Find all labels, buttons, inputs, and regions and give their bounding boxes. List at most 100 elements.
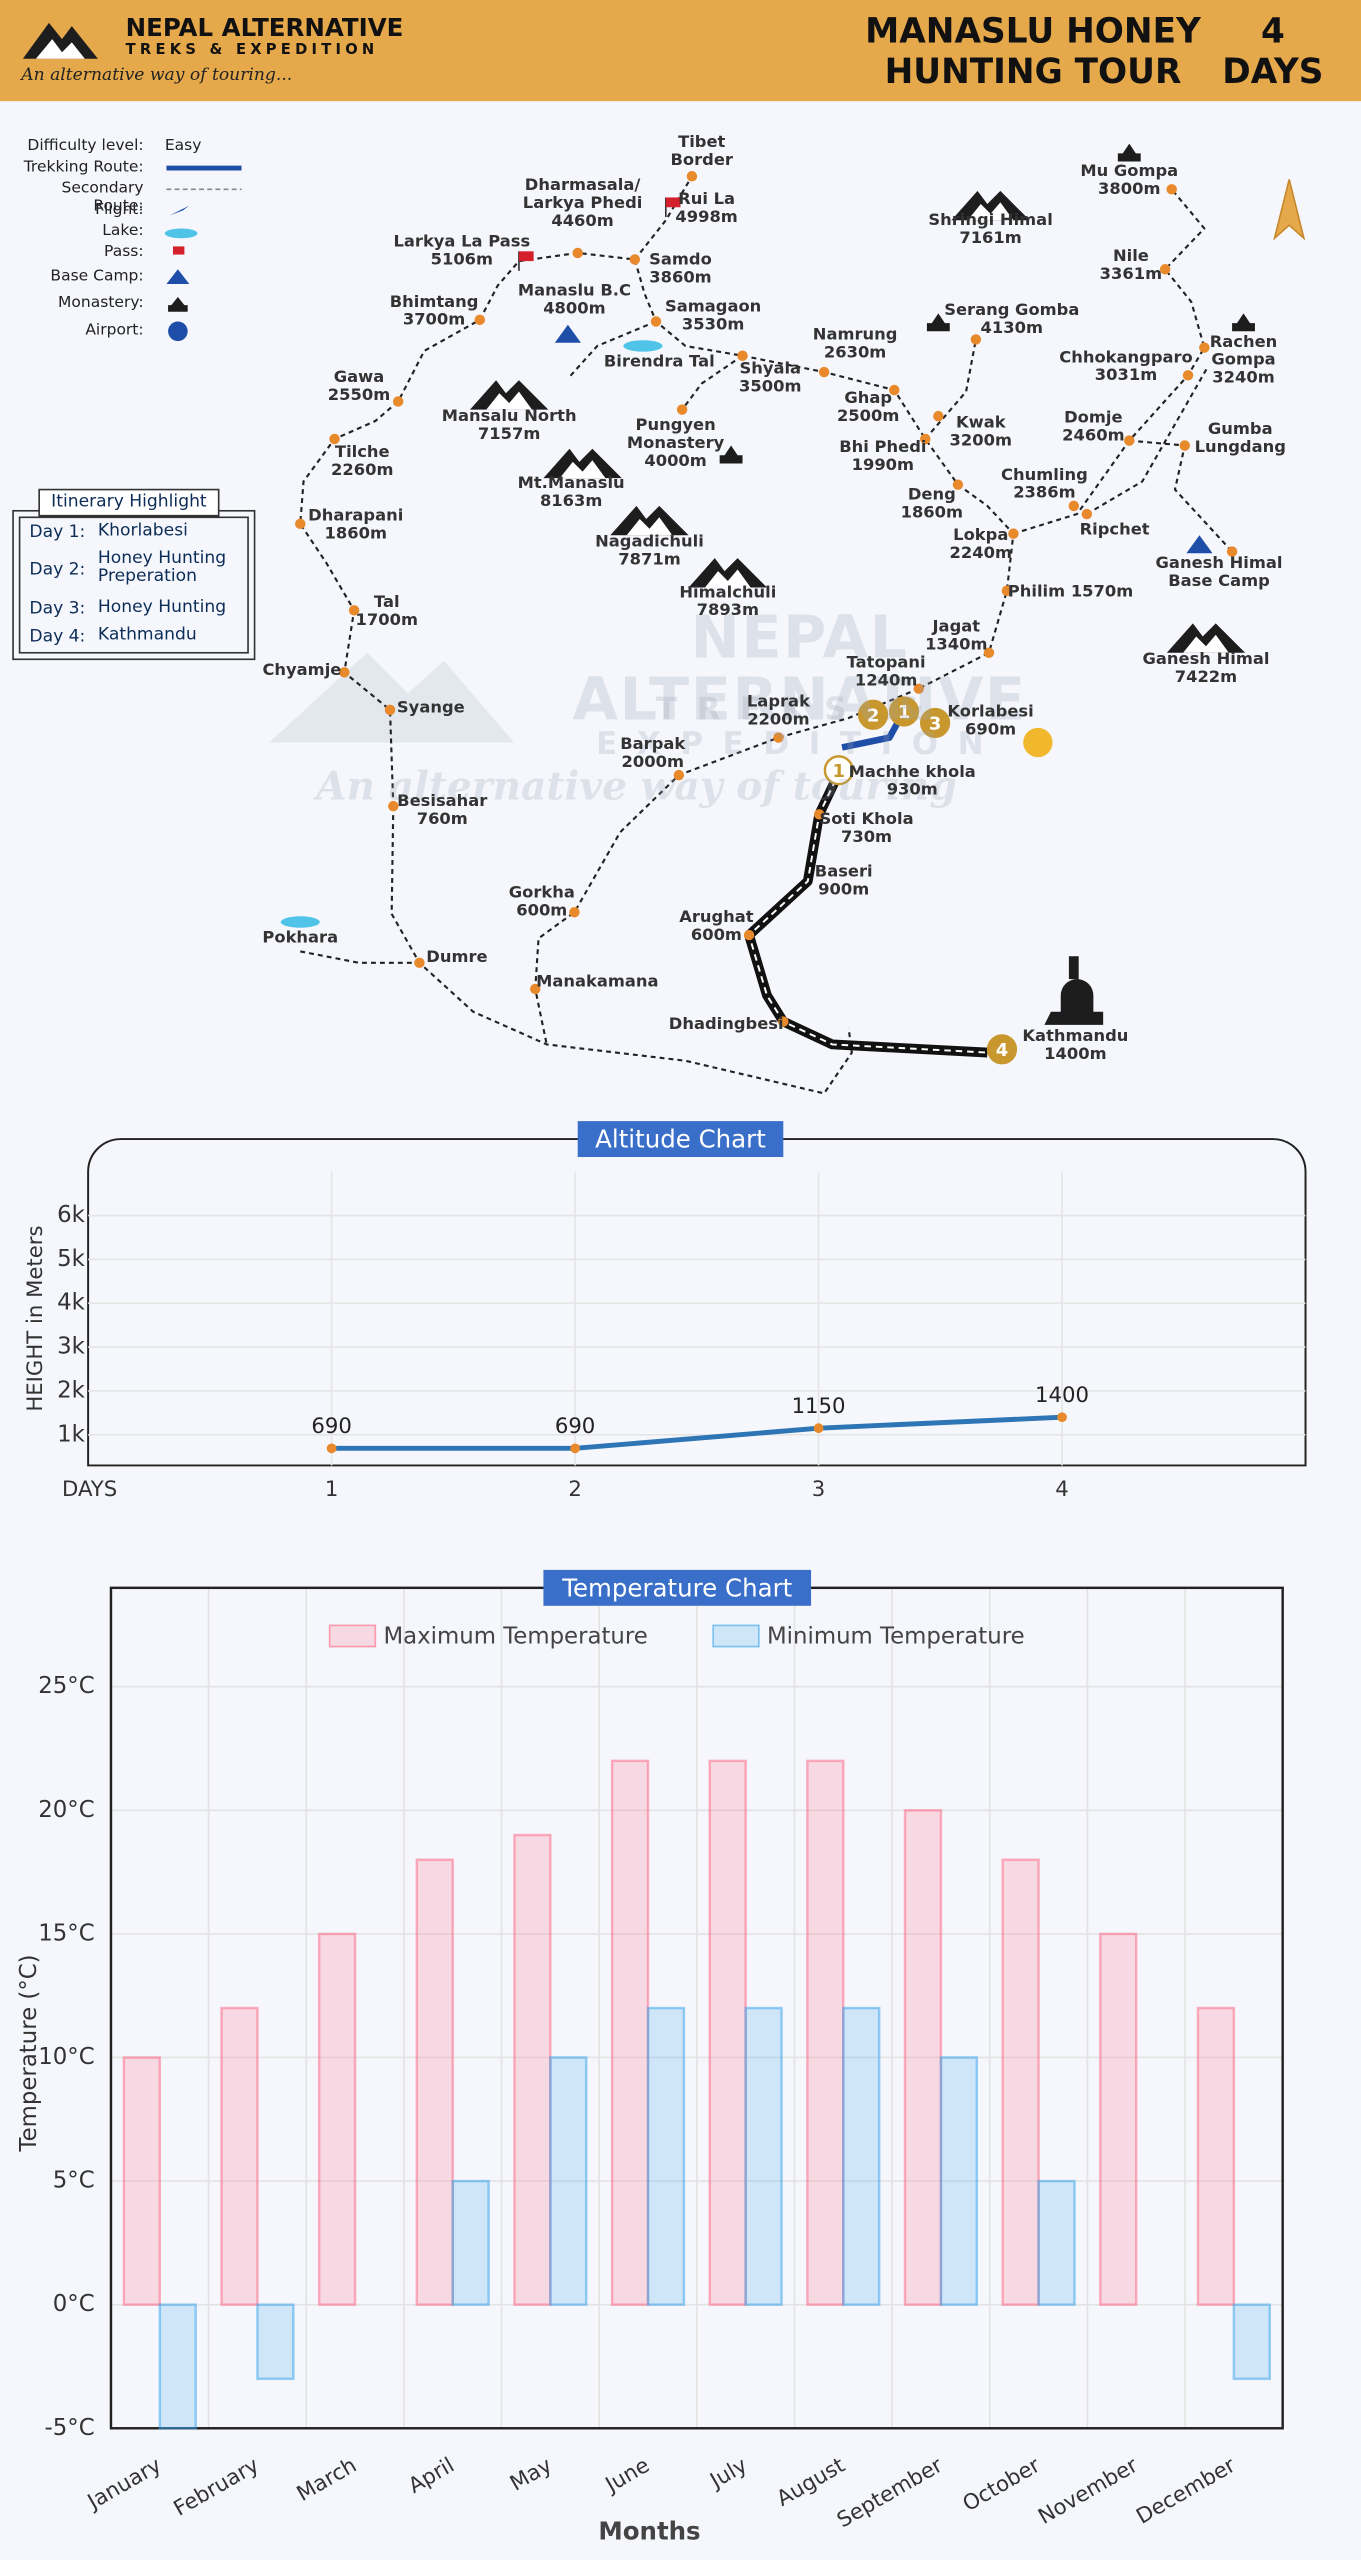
chart-frame: [87, 1138, 1307, 1467]
legend-label: Minimum Temperature: [767, 1623, 1025, 1649]
itinerary-day: Day 4:: [29, 626, 86, 647]
route: [748, 779, 988, 1054]
base-camp: [1186, 535, 1213, 554]
place-dot: [650, 316, 662, 327]
place-label: Barpak 2000m: [620, 735, 686, 772]
x-tick-label: June: [600, 2453, 654, 2499]
place-label: Mt.Manaslu 8163m: [517, 474, 625, 511]
place-dot: [474, 314, 486, 326]
mountain-snow: [967, 202, 1014, 221]
value-label: 1150: [792, 1394, 846, 1419]
route: [1129, 439, 1233, 553]
y-tick-label: 6k: [57, 1202, 86, 1228]
place-dot: [1068, 500, 1080, 512]
bar: [256, 2303, 295, 2381]
place-dot: [686, 171, 698, 182]
x-tick-label: March: [293, 2453, 361, 2507]
point: [570, 1443, 580, 1454]
legend-label: Base Camp:: [50, 267, 144, 286]
place-label: Gorkha 600m: [508, 884, 575, 921]
place-dot: [920, 433, 931, 445]
x-tick-label: 2: [568, 1477, 581, 1502]
stop-marker: [823, 755, 854, 786]
route: [567, 320, 657, 380]
place-label: Deng 1860m: [900, 486, 964, 523]
stupa: [1044, 956, 1104, 1025]
legend-label: Monastery:: [58, 293, 144, 312]
north-arrow: [1273, 179, 1306, 241]
tour-title: MANASLU HONEY HUNTING TOUR: [865, 11, 1201, 92]
stop-number: 1: [833, 761, 845, 782]
x-tick-label: July: [704, 2453, 751, 2495]
x-axis-label: Months: [598, 2517, 700, 2546]
bar: [646, 2006, 686, 2306]
slogan: An alternative way of touring...: [21, 65, 293, 85]
place-dot: [384, 704, 396, 716]
place-dot: [1124, 435, 1135, 446]
place-label: Rachen Gompa 3240m: [1209, 333, 1278, 388]
x-axis-label: DAYS: [62, 1477, 117, 1502]
mountain-icon: [688, 558, 767, 588]
mountain-icon: [951, 190, 1030, 221]
x-tick-label: November: [1034, 2453, 1142, 2530]
route: [300, 950, 420, 964]
legend-camp: [166, 269, 190, 284]
line: [331, 1414, 1063, 1451]
difficulty: Easy: [164, 137, 202, 156]
bar: [1037, 2179, 1076, 2306]
place-label: Chhokangparo 3031m: [1059, 349, 1193, 386]
watermark-logo: [269, 652, 515, 743]
route: [390, 806, 853, 1095]
y-tick-label: 20°C: [38, 1797, 94, 1823]
header-bar: [0, 0, 1361, 102]
watermark: NEPAL ALTERNATIVE: [572, 605, 1027, 735]
place-dot: [295, 518, 306, 530]
legend-label: Trekking Route:: [23, 158, 144, 177]
stop-marker: [919, 707, 951, 739]
place-dot: [1179, 440, 1190, 451]
x-tick-label: December: [1132, 2453, 1240, 2530]
place-label: Nile 3361m: [1099, 248, 1163, 284]
mountain-snow: [1183, 634, 1229, 653]
lake: [623, 340, 663, 352]
bar: [939, 2056, 979, 2306]
place-label: Soti Khola 730m: [819, 811, 914, 847]
place-label: Ripchet: [1079, 521, 1150, 540]
x-tick-label: 4: [1055, 1477, 1069, 1502]
place-dot: [952, 479, 964, 490]
place-label: Domje 2460m: [1062, 409, 1125, 446]
point: [1057, 1412, 1067, 1423]
place-label: Rui La 4998m: [675, 190, 738, 227]
value-label: 690: [311, 1414, 351, 1439]
place-dot: [673, 769, 685, 781]
place-label: Jagat 1340m: [925, 618, 988, 655]
logo: [22, 22, 98, 59]
place-label: Pungyen Monastery 4000m: [626, 416, 725, 471]
place-label: Tibet Border: [670, 133, 733, 170]
place-label: Serang Gomba 4130m: [944, 301, 1080, 338]
bar: [1099, 1932, 1138, 2306]
place-dot: [889, 384, 900, 396]
bar: [1232, 2303, 1271, 2381]
route: [633, 175, 693, 261]
place-dot: [388, 800, 399, 812]
legend-flight: [169, 205, 190, 216]
route: [534, 687, 920, 1045]
y-tick-label: 4k: [57, 1290, 86, 1316]
place-label: Ghap 2500m: [836, 390, 900, 426]
stop-marker: [888, 696, 920, 727]
place-dot: [813, 809, 825, 820]
bar: [610, 1759, 650, 2306]
route: [681, 354, 744, 411]
chart-title-box: [543, 1569, 812, 1606]
itinerary-place: Honey Hunting: [97, 597, 227, 617]
logo-snow: [35, 39, 85, 59]
place-dot: [572, 247, 583, 259]
mountain-snow: [559, 460, 606, 479]
x-tick-label: October: [959, 2453, 1045, 2517]
place-label: Pokhara: [262, 929, 339, 948]
x-tick-label: February: [170, 2453, 264, 2522]
place-label: Dhadingbesi: [668, 1015, 784, 1034]
